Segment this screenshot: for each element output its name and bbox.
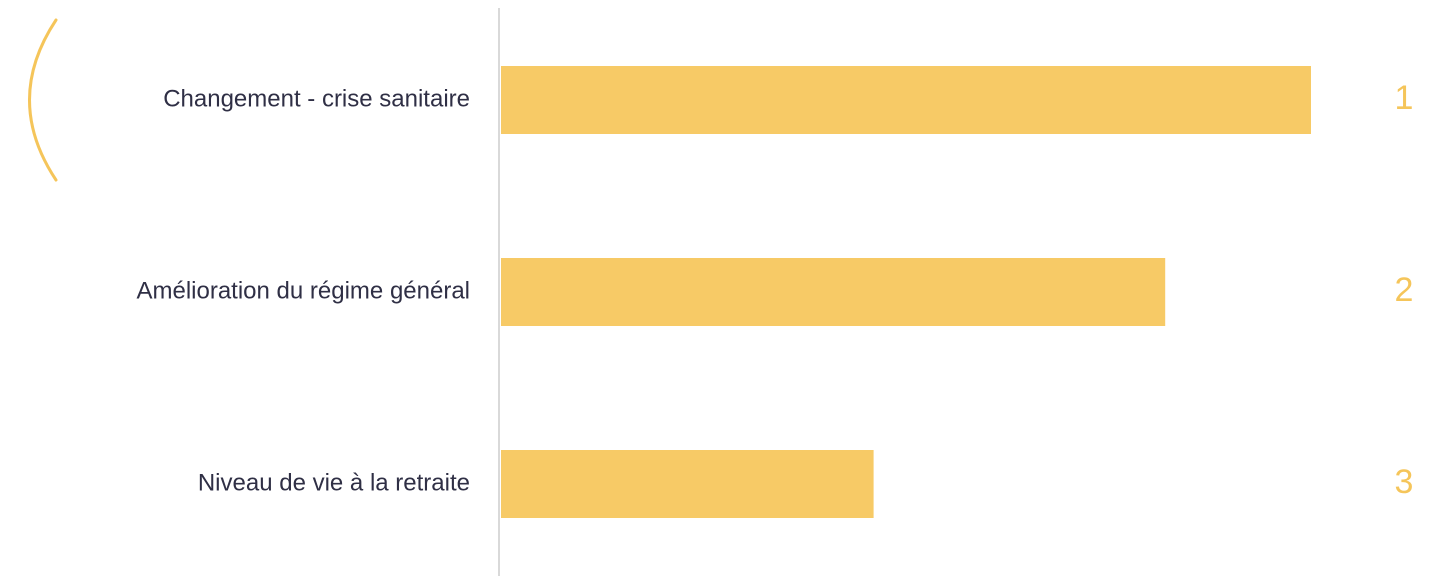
- category-label: Niveau de vie à la retraite: [198, 469, 470, 496]
- bar: [501, 66, 1311, 134]
- rank-label: 2: [1395, 271, 1414, 309]
- category-label: Amélioration du régime général: [136, 277, 470, 304]
- bar: [501, 450, 874, 518]
- bar: [501, 258, 1166, 326]
- highlight-bracket: [28, 18, 58, 182]
- category-label: Changement - crise sanitaire: [163, 85, 470, 112]
- rank-label: 1: [1395, 79, 1414, 117]
- rank-label: 3: [1395, 463, 1414, 501]
- bars-layer: Changement - crise sanitaire 1 Amélioratio…: [136, 66, 1413, 518]
